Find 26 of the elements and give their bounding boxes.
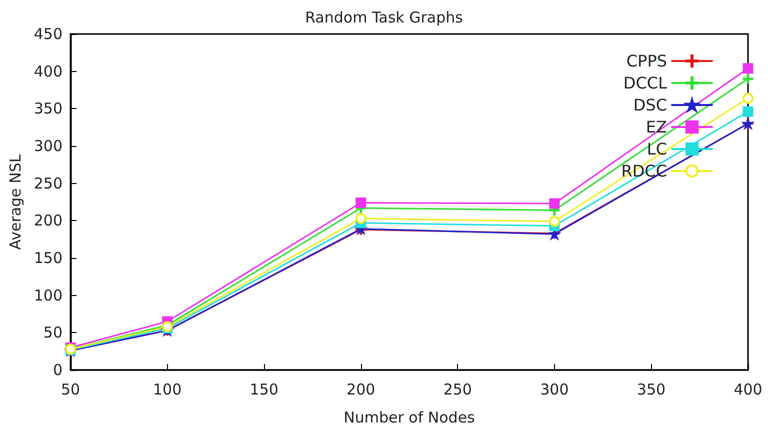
y-tick-label: 300 xyxy=(34,137,63,155)
y-tick-label: 250 xyxy=(34,174,63,192)
x-tick-label: 400 xyxy=(734,380,762,398)
x-tick-label: 100 xyxy=(152,380,182,398)
x-tick-label: 350 xyxy=(636,380,666,398)
y-tick-label: 200 xyxy=(34,212,63,230)
x-axis-title: Number of Nodes xyxy=(344,408,476,426)
legend-label: EZ xyxy=(646,118,668,136)
y-tick-label: 400 xyxy=(34,62,63,80)
y-tick-label: 150 xyxy=(34,249,63,267)
chart-title: Random Task Graphs xyxy=(305,8,464,26)
x-tick-label: 50 xyxy=(60,380,80,398)
y-tick-label: 50 xyxy=(43,324,63,342)
x-tick-label: 250 xyxy=(443,380,472,398)
y-axis-title: Average NSL xyxy=(6,154,24,250)
y-tick-label: 0 xyxy=(52,361,63,379)
x-tick-label: 150 xyxy=(250,380,278,398)
y-tick-label: 350 xyxy=(34,100,63,118)
legend-label: DCCL xyxy=(623,74,668,92)
legend-label: DSC xyxy=(633,96,667,114)
legend-label: LC xyxy=(646,140,667,158)
x-tick-label: 200 xyxy=(346,380,376,398)
x-tick-label: 300 xyxy=(540,380,569,398)
legend-label: CPPS xyxy=(626,52,667,70)
y-tick-label: 450 xyxy=(34,25,63,43)
y-tick-label: 100 xyxy=(34,286,63,304)
